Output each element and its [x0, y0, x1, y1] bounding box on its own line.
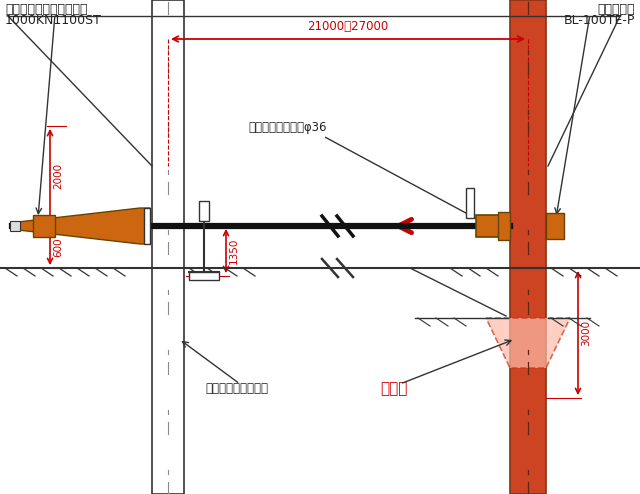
Bar: [189, 272, 219, 280]
Bar: [144, 208, 150, 244]
Text: 2000: 2000: [53, 163, 63, 189]
Text: 1350: 1350: [229, 238, 239, 264]
Bar: [498, 212, 510, 240]
Bar: [33, 215, 55, 237]
Polygon shape: [18, 208, 150, 244]
Text: ゲビンデスターブφ36: ゲビンデスターブφ36: [248, 121, 326, 134]
Text: BL-100TE-P: BL-100TE-P: [564, 14, 635, 27]
Polygon shape: [486, 318, 570, 368]
Bar: [510, 0, 546, 494]
Text: 試験杭: 試験杭: [380, 381, 408, 397]
Text: ロードセル: ロードセル: [598, 3, 635, 16]
Text: 3000: 3000: [581, 320, 591, 346]
Bar: [546, 213, 564, 239]
Text: 21000，27000: 21000，27000: [307, 20, 388, 33]
Bar: [476, 215, 506, 237]
Text: 水平載荷試験反力杭: 水平載荷試験反力杭: [205, 382, 268, 396]
Text: センターホールジャッキ: センターホールジャッキ: [5, 3, 88, 16]
Bar: [466, 188, 474, 218]
Text: 600: 600: [53, 237, 63, 257]
Bar: [10, 221, 20, 231]
Bar: [199, 201, 209, 221]
Text: 1000KN1100ST: 1000KN1100ST: [5, 14, 102, 27]
Bar: [152, 0, 184, 494]
